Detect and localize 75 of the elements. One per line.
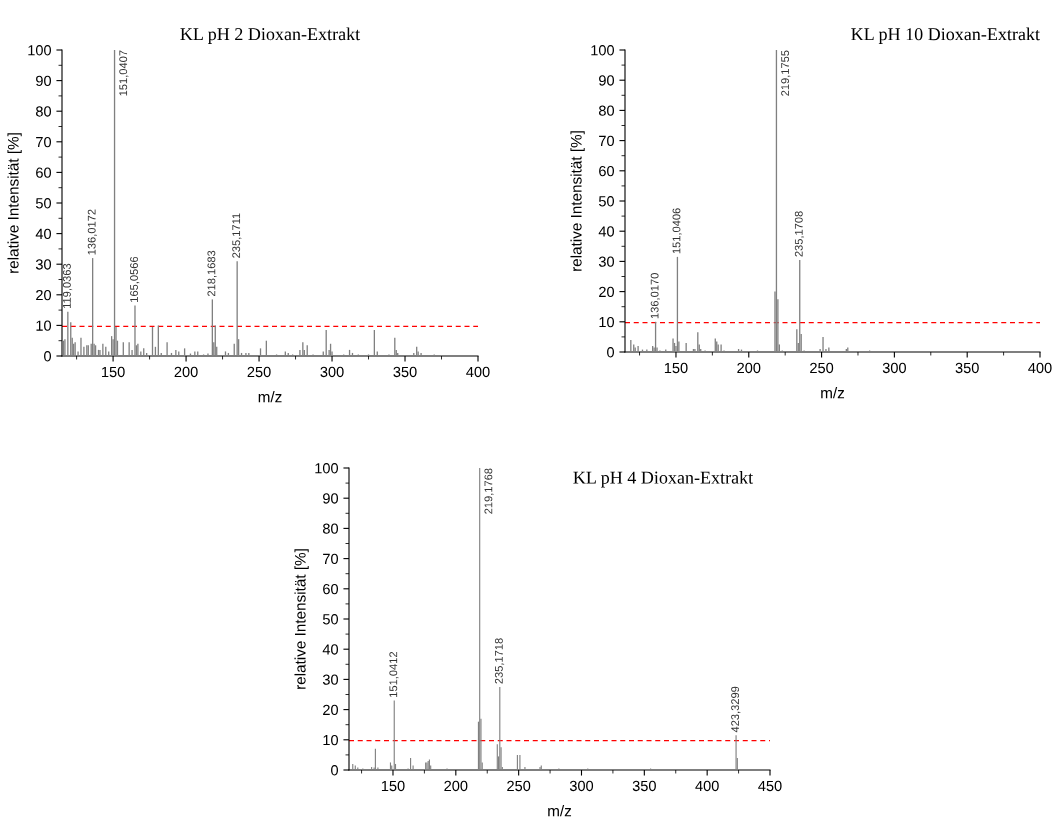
x-tick-label: 400 — [1028, 362, 1052, 374]
y-tick-label: 40 — [35, 228, 52, 240]
y-tick-label: 60 — [323, 583, 339, 595]
x-tick-label: 450 — [758, 780, 782, 792]
y-axis-title: relative Intensität [%] — [294, 549, 309, 689]
x-tick-label: 400 — [695, 780, 719, 792]
annotation: 136,0170 — [650, 273, 660, 319]
annotation: 219,1755 — [781, 50, 791, 96]
y-tick-label: 60 — [599, 165, 615, 177]
y-tick-label: 80 — [323, 523, 339, 534]
annotation: 151,0412 — [389, 651, 399, 697]
y-tick-label: 40 — [322, 644, 339, 655]
x-tick-label: 200 — [737, 362, 761, 374]
y-tick-label: 30 — [35, 259, 52, 270]
x-tick-label: 200 — [174, 366, 198, 378]
y-axis-title: relative Intensität [%] — [7, 133, 22, 273]
y-tick-label: 10 — [599, 316, 615, 328]
chart-title: KL pH 2 Dioxan-Extrakt — [180, 27, 361, 44]
chart-title: KL pH 10 Dioxan-Extrakt — [851, 27, 1040, 44]
y-tick-label: 70 — [323, 553, 339, 565]
y-tick-label: 10 — [36, 320, 52, 331]
x-tick-label: 150 — [381, 780, 405, 792]
y-tick-label: 30 — [322, 674, 339, 685]
y-tick-label: 20 — [599, 286, 615, 298]
x-tick-label: 250 — [247, 366, 271, 378]
annotation: 151,0407 — [119, 50, 129, 96]
y-tick-label: 80 — [599, 105, 615, 116]
y-tick-label: 20 — [323, 704, 339, 716]
x-tick-label: 300 — [569, 780, 594, 792]
annotation: 136,0172 — [87, 209, 97, 255]
y-tick-label: 50 — [35, 198, 52, 209]
y-tick-label: 60 — [36, 167, 52, 178]
y-tick-label: 0 — [607, 347, 615, 358]
y-axis-title: relative Intensität [%] — [570, 131, 585, 271]
x-tick-label: 250 — [810, 362, 834, 374]
y-tick-label: 30 — [598, 256, 615, 267]
y-tick-label: 90 — [36, 75, 52, 87]
y-tick-label: 100 — [315, 463, 339, 474]
y-tick-label: 70 — [599, 135, 615, 147]
annotation: 165,0566 — [130, 256, 140, 302]
x-tick-label: 150 — [664, 362, 688, 374]
annotation: 235,1718 — [494, 638, 505, 684]
chart-title: KL pH 4 Dioxan-Extrakt — [573, 471, 754, 488]
y-tick-label: 100 — [591, 45, 615, 56]
x-tick-label: 300 — [882, 362, 906, 374]
x-tick-label: 300 — [320, 366, 344, 378]
y-tick-label: 50 — [322, 614, 339, 625]
y-tick-label: 20 — [36, 289, 52, 301]
y-tick-label: 90 — [323, 493, 339, 504]
annotation: 235,1711 — [232, 213, 242, 258]
x-axis-title: m/z — [821, 387, 845, 399]
y-tick-label: 70 — [36, 136, 52, 148]
annotation: 235,1708 — [794, 211, 805, 257]
y-tick-label: 0 — [331, 765, 339, 776]
y-tick-label: 10 — [323, 734, 339, 746]
y-tick-label: 100 — [28, 45, 52, 56]
annotation: 423,3299 — [731, 686, 741, 733]
annotation: 151,0406 — [672, 208, 682, 254]
y-tick-label: 90 — [599, 75, 615, 86]
x-axis-title: m/z — [258, 391, 282, 403]
x-tick-label: 250 — [507, 780, 531, 792]
annotation: 219,1768 — [484, 468, 494, 514]
x-tick-label: 350 — [393, 366, 417, 378]
x-tick-label: 350 — [632, 780, 656, 792]
x-tick-label: 350 — [955, 362, 979, 374]
x-tick-label: 200 — [444, 780, 468, 792]
y-tick-label: 50 — [598, 196, 615, 207]
x-tick-label: 400 — [466, 366, 490, 378]
x-axis-title: m/z — [548, 805, 572, 817]
annotation: 218,1683 — [207, 250, 217, 297]
x-tick-label: 150 — [102, 366, 125, 378]
annotation: 119,0363 — [62, 263, 73, 309]
y-tick-label: 80 — [36, 106, 52, 117]
y-tick-label: 0 — [44, 351, 52, 362]
y-tick-label: 40 — [598, 226, 615, 237]
